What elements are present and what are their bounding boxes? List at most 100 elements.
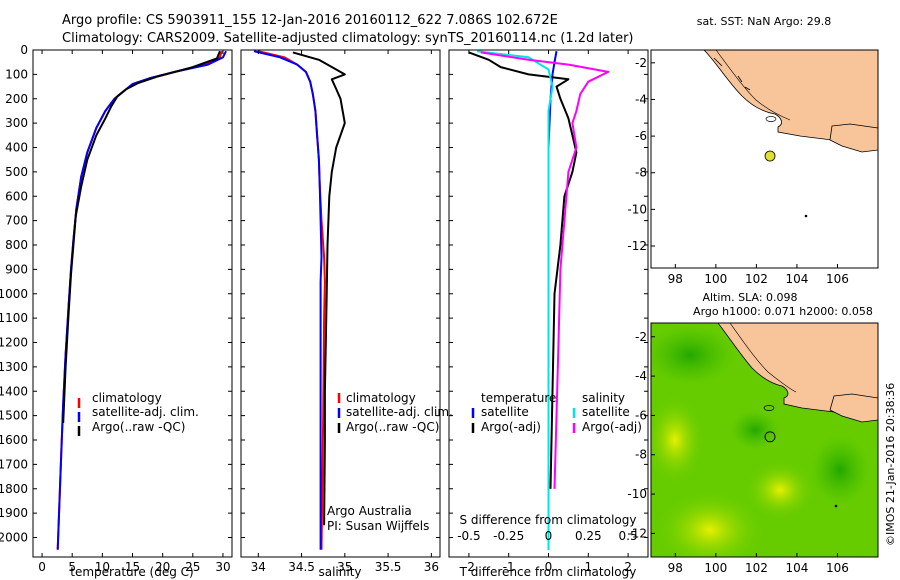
map-y-tick-label: -2: [635, 330, 647, 344]
temperature-panel: 0 5 10 15 20 25 30 010020030040050060070080090…: [0, 43, 648, 579]
depth-tick-label: 300: [5, 116, 28, 130]
difference-panel: -2 -1 0 1 2 -0.5 -0.25 0 0.25 0.5 T difference f…: [448, 49, 649, 579]
sla-map: Altim. SLA: 0.098 Argo h1000: 0.071 h200…: [627, 291, 879, 575]
depth-tick-label: 400: [5, 141, 28, 155]
map-x-tick-label: 100: [704, 561, 727, 575]
map-x-tick-label: 104: [785, 272, 808, 286]
difference-legend-temperature-title: temperature: [481, 391, 556, 405]
salinity-annotation-line2: PI: Susan Wijffels: [327, 519, 429, 533]
depth-tick-label: 600: [5, 189, 28, 203]
salinity-xlabel: salinity: [318, 565, 361, 579]
map-x-tick-label: 104: [785, 561, 808, 575]
map-x-tick-label: 102: [745, 561, 768, 575]
x-tick-label: 36: [424, 560, 439, 574]
sla-map-title-line2: Argo h1000: 0.071 h2000: 0.058: [693, 305, 873, 318]
x-tick-label: 20: [155, 560, 170, 574]
depth-tick-label: 1400: [0, 384, 28, 398]
x-tick-label: 2: [624, 560, 632, 574]
temperature-xlabel: temperature (deg C): [70, 565, 193, 579]
x-tick-label: 0: [38, 560, 46, 574]
sst-map-land-java: [829, 123, 878, 153]
x2-tick-label: -0.25: [493, 529, 524, 543]
header-line2: Climatology: CARS2009. Satellite-adjuste…: [62, 31, 634, 46]
series-line-satellite-adj-clim: [56, 50, 227, 550]
salinity-legend-argo: Argo(..raw -QC): [346, 420, 439, 434]
temperature-legend-argo: Argo(..raw -QC): [92, 420, 185, 434]
x2-tick-label: -0.5: [457, 529, 480, 543]
difference-x2label: S difference from climatology: [460, 513, 637, 527]
salinity-legend: climatology satellite-adj. clim. Argo(..…: [337, 391, 453, 434]
series-line-temperature-argo-adj: [468, 51, 578, 489]
map-x-tick-label: 98: [668, 272, 683, 286]
depth-tick-label: 1100: [0, 311, 28, 325]
x-tick-label: -2: [463, 560, 475, 574]
x-tick-label: 34.5: [288, 560, 315, 574]
salinity-annotation-line1: Argo Australia: [327, 504, 412, 518]
depth-tick-label: 1000: [0, 287, 28, 301]
x-tick-label: 1: [584, 560, 592, 574]
sla-map-heatfield: [651, 323, 878, 557]
difference-legend-salinity-satellite: satellite: [582, 405, 630, 419]
map-x-tick-label: 106: [826, 272, 849, 286]
sst-map-land-sumatra: [651, 50, 878, 141]
x2-tick-label: 0: [545, 529, 553, 543]
salinity-panel: 34 34.5 35 35.5 36 salinity climatology sate…: [240, 49, 453, 579]
difference-legend-salinity-argo: Argo(-adj): [582, 420, 642, 434]
x-tick-label: 10: [95, 560, 110, 574]
sla-map-land-sumatra: [651, 323, 878, 413]
depth-tick-label: 1900: [0, 506, 28, 520]
sla-map-argo-marker: [764, 431, 776, 443]
map-y-tick-label: -12: [627, 239, 647, 253]
credit-text: ©IMOS 21-Jan-2016 20:38:36: [884, 383, 897, 546]
salinity-legend-satellite: satellite-adj. clim.: [346, 405, 453, 419]
salinity-plot-frame: [240, 49, 441, 558]
series-line-salinity-argo-adj: [480, 51, 610, 489]
x-tick-label: -1: [503, 560, 515, 574]
series-line-climatology: [258, 50, 326, 550]
sst-map-frame: [650, 49, 879, 269]
depth-tick-label: 1600: [0, 433, 28, 447]
depth-tick-label: 1800: [0, 482, 28, 496]
map-y-tick-label: -4: [635, 92, 647, 106]
map-y-tick-label: -8: [635, 166, 647, 180]
depth-tick-label: 1500: [0, 409, 28, 423]
temperature-legend-climatology: climatology: [92, 391, 162, 405]
depth-tick-label: 900: [5, 262, 28, 276]
map-y-tick-label: -12: [627, 526, 647, 540]
map-x-tick-label: 98: [668, 561, 683, 575]
map-y-tick-label: -6: [635, 129, 647, 143]
x-tick-label: 34: [251, 560, 266, 574]
sst-map-coast-contour: [715, 50, 791, 121]
depth-tick-label: 1700: [0, 457, 28, 471]
series-line-salinity-satellite: [476, 50, 554, 550]
sla-map-frame: [650, 322, 879, 558]
difference-legend-salinity-title: salinity: [582, 391, 625, 405]
x-tick-label: 35.5: [375, 560, 402, 574]
difference-xlabel: T difference from climatology: [459, 565, 637, 579]
difference-legend: temperature satellite Argo(-adj) salinit…: [471, 391, 642, 434]
depth-tick-label: 1200: [0, 336, 28, 350]
temperature-legend: climatology satellite-adj. clim. Argo(..…: [77, 391, 199, 436]
series-line-argo-raw-qc: [292, 51, 346, 526]
sst-map-title: sat. SST: NaN Argo: 29.8: [697, 15, 831, 28]
difference-legend-temperature-argo: Argo(-adj): [481, 420, 541, 434]
depth-tick-label: 200: [5, 92, 28, 106]
depth-tick-label: 2000: [0, 531, 28, 545]
x2-tick-label: 0.25: [575, 529, 602, 543]
map-x-tick-label: 100: [704, 272, 727, 286]
depth-tick-label: 700: [5, 214, 28, 228]
map-y-tick-label: -2: [635, 56, 647, 70]
x-tick-label: 15: [125, 560, 140, 574]
sla-map-title-line1: Altim. SLA: 0.098: [702, 291, 797, 304]
temperature-plot-frame: [32, 49, 233, 558]
series-line-satellite-adj-clim: [253, 50, 323, 550]
sst-map: sat. SST: NaN Argo: 29.8 98 100 102 104 106 …: [627, 15, 879, 286]
x2-tick-label: 0.5: [619, 529, 638, 543]
map-y-tick-label: -4: [635, 369, 647, 383]
x-tick-label: 0: [545, 560, 553, 574]
map-y-tick-label: -6: [635, 408, 647, 422]
series-line-climatology: [56, 50, 223, 550]
map-y-tick-label: -10: [627, 202, 647, 216]
depth-tick-label: 100: [5, 67, 28, 81]
